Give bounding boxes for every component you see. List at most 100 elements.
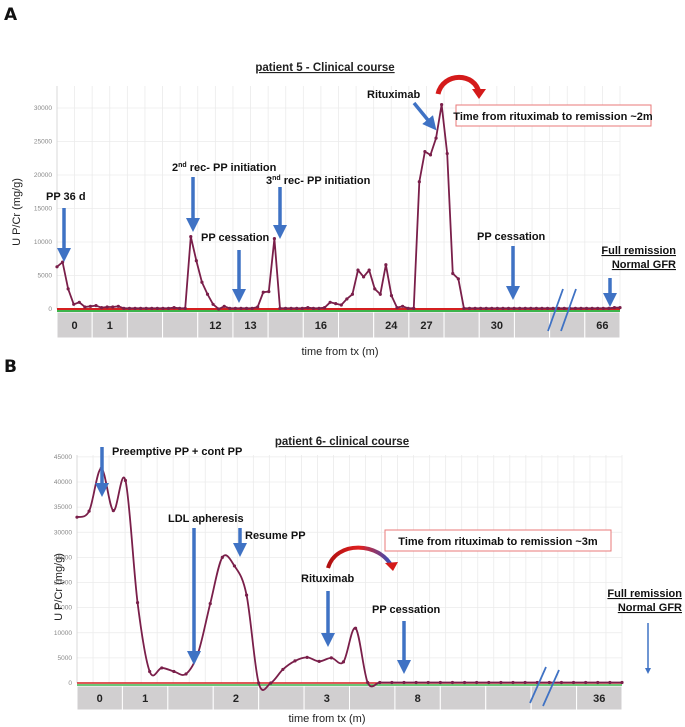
- data-point: [133, 306, 137, 310]
- data-point: [283, 306, 288, 310]
- data-point: [495, 306, 499, 310]
- data-point: [390, 680, 394, 685]
- annotation-full-remission-b: Full remission: [607, 588, 682, 600]
- data-point: [317, 659, 321, 663]
- y-tick-label: 20000: [54, 580, 72, 587]
- data-point: [501, 306, 505, 310]
- data-point: [596, 680, 600, 685]
- data-point: [484, 306, 488, 310]
- data-point: [87, 509, 91, 513]
- data-point: [244, 593, 249, 597]
- x-category-label: 27: [420, 320, 432, 332]
- data-point: [116, 304, 120, 308]
- data-point: [334, 302, 338, 306]
- data-point: [123, 478, 128, 483]
- x-category-label: 24: [385, 320, 398, 332]
- y-tick-label: 45000: [54, 454, 72, 461]
- data-point: [272, 237, 276, 241]
- data-point: [111, 509, 115, 513]
- data-point: [94, 304, 98, 308]
- data-point: [620, 680, 624, 685]
- data-point: [322, 306, 327, 310]
- data-series-a: [55, 103, 622, 311]
- panel-b: B patient 6- clinical course 0 5000 10000 1…: [4, 357, 682, 725]
- x-category-label: 2: [233, 693, 239, 705]
- data-point: [289, 306, 293, 310]
- data-point: [122, 306, 126, 310]
- data-point: [345, 297, 349, 301]
- panel-a: A patient 5 - Clinical course 0 5000 10000…: [4, 5, 676, 358]
- x-category-label: 1: [107, 320, 113, 332]
- annotation-pp-cessation-1: PP cessation: [201, 232, 270, 244]
- data-point: [417, 180, 421, 184]
- x-category-label: 16: [315, 320, 327, 332]
- x-axis-label-b: time from tx (m): [289, 713, 366, 725]
- y-tick-label: 5000: [38, 273, 53, 280]
- data-point: [579, 306, 583, 310]
- x-category-cell: [478, 311, 515, 339]
- data-point: [607, 306, 611, 310]
- data-point: [402, 680, 406, 685]
- data-point: [77, 300, 81, 304]
- y-axis-ticks-a: 0 5000 10000 15000 20000 25000 30000: [34, 105, 52, 313]
- arrow-rituximab-a: [412, 101, 437, 131]
- data-point: [596, 306, 600, 310]
- data-point: [518, 306, 522, 310]
- axis-break-2-b: [542, 669, 560, 707]
- data-point: [395, 306, 399, 310]
- data-point: [293, 659, 297, 663]
- data-point: [557, 306, 561, 310]
- data-point: [562, 306, 566, 310]
- data-point: [166, 306, 171, 310]
- data-point: [60, 260, 65, 264]
- curved-arrow-b: [326, 545, 394, 569]
- data-point: [423, 149, 427, 154]
- data-point: [428, 153, 433, 157]
- data-point: [139, 306, 143, 310]
- x-category-label: 3: [324, 693, 330, 705]
- data-point: [83, 305, 87, 309]
- data-point: [189, 235, 193, 239]
- x-category-label: 36: [593, 693, 605, 705]
- data-point: [155, 306, 159, 310]
- y-tick-label: 10000: [54, 630, 72, 637]
- annotation-pp-cessation-b: PP cessation: [372, 604, 441, 616]
- curved-arrow-a: [435, 75, 482, 95]
- data-point: [462, 306, 466, 310]
- y-tick-label: 20000: [34, 172, 52, 179]
- data-point: [250, 306, 254, 310]
- data-point: [228, 306, 232, 310]
- data-point: [571, 680, 576, 685]
- data-point: [239, 306, 243, 310]
- x-category-label: 66: [596, 320, 608, 332]
- data-point: [217, 307, 221, 311]
- data-point: [406, 306, 410, 310]
- data-point: [148, 669, 152, 674]
- data-point: [534, 306, 538, 310]
- data-point: [256, 305, 260, 309]
- data-point: [99, 306, 104, 310]
- data-point: [194, 259, 198, 263]
- data-point: [328, 300, 332, 304]
- data-point: [232, 564, 237, 568]
- x-category-cell: [167, 685, 214, 711]
- data-point: [267, 289, 271, 294]
- data-point: [378, 292, 382, 296]
- data-point: [590, 306, 594, 310]
- data-point: [160, 666, 164, 670]
- data-point: [75, 515, 79, 519]
- x-axis-label-a: time from tx (m): [302, 346, 379, 358]
- annotation-normal-gfr-a: Normal GFR: [612, 259, 676, 271]
- data-point: [306, 306, 310, 310]
- x-category-cell: [584, 311, 621, 339]
- data-point: [529, 306, 533, 310]
- x-category-cell: [338, 311, 375, 339]
- panel-letter-b: B: [4, 357, 17, 377]
- y-tick-label: 40000: [54, 479, 72, 486]
- data-point: [378, 680, 382, 685]
- x-category-label: 0: [97, 693, 103, 705]
- x-category-cell: [121, 685, 169, 711]
- data-point: [475, 680, 479, 685]
- data-point: [608, 680, 612, 685]
- chart-title-a: patient 5 - Clinical course: [255, 62, 394, 74]
